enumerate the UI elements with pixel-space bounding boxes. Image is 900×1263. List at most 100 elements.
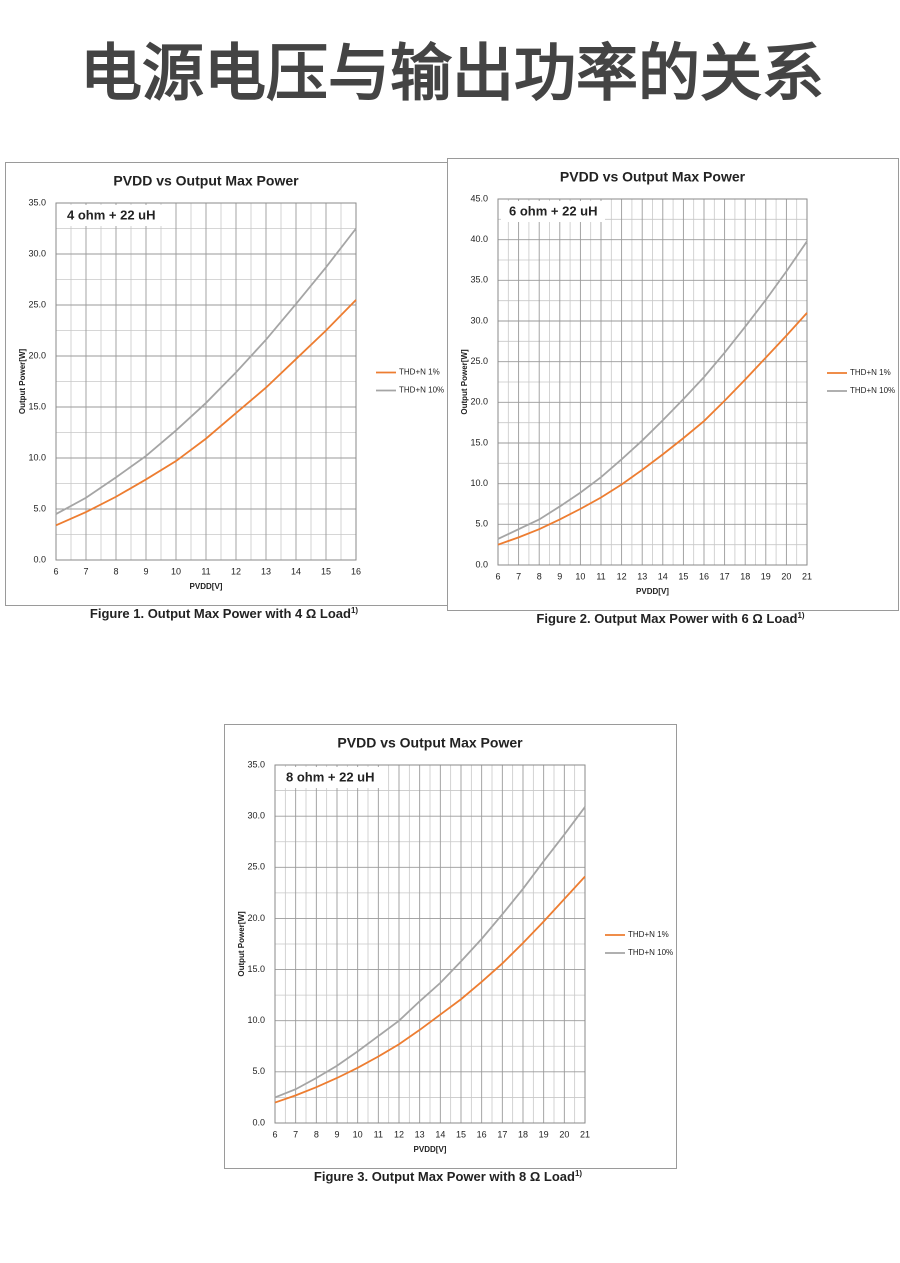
y-tick-label: 0.0	[252, 1117, 265, 1127]
x-axis-label: PVDD[V]	[636, 587, 669, 596]
y-tick-label: 30.0	[28, 248, 46, 258]
y-tick-label: 20.0	[470, 397, 488, 407]
plot-border	[497, 198, 808, 566]
annotation: 6 ohm + 22 uH	[509, 203, 598, 218]
page-title: 电源电压与输出功率的关系	[80, 39, 824, 108]
chart-title: PVDD vs Output Max Power	[560, 169, 746, 185]
series-line	[274, 875, 586, 1104]
x-tick-label: 17	[720, 571, 730, 581]
x-tick-label: 15	[321, 566, 331, 576]
x-tick-label: 10	[353, 1129, 363, 1139]
x-tick-label: 14	[658, 571, 668, 581]
y-tick-label: 25.0	[28, 299, 46, 309]
series-line	[55, 299, 357, 527]
x-tick-label: 9	[143, 566, 148, 576]
x-tick-label: 13	[415, 1129, 425, 1139]
x-tick-label: 9	[557, 571, 562, 581]
x-tick-label: 12	[394, 1129, 404, 1139]
annotation-box	[59, 205, 163, 226]
x-tick-label: 16	[477, 1129, 487, 1139]
y-tick-label: 15.0	[247, 964, 265, 974]
x-tick-label: 15	[678, 571, 688, 581]
annotation: 8 ohm + 22 uH	[286, 769, 375, 784]
x-tick-label: 13	[637, 571, 647, 581]
x-tick-label: 12	[231, 566, 241, 576]
series-line	[497, 240, 808, 540]
y-tick-label: 5.0	[475, 519, 488, 529]
series-line	[274, 806, 586, 1099]
annotation-box	[278, 767, 382, 788]
y-tick-label: 35.0	[470, 275, 488, 285]
figure-caption: Figure 1. Output Max Power with 4 Ω Load…	[90, 606, 359, 621]
legend-label: THD+N 10%	[399, 386, 444, 395]
x-tick-label: 16	[351, 566, 361, 576]
x-tick-label: 9	[334, 1129, 339, 1139]
y-tick-label: 35.0	[247, 759, 265, 769]
y-tick-label: 10.0	[470, 478, 488, 488]
chart-title: PVDD vs Output Max Power	[113, 173, 299, 189]
x-tick-label: 7	[83, 566, 88, 576]
x-tick-label: 7	[516, 571, 521, 581]
caption-text: Figure 3. Output Max Power with 8 Ω Load	[314, 1169, 575, 1184]
x-tick-label: 14	[291, 566, 301, 576]
legend-label: THD+N 10%	[850, 386, 895, 395]
figure-caption: Figure 3. Output Max Power with 8 Ω Load…	[314, 1169, 583, 1184]
series-line	[497, 312, 808, 546]
x-tick-label: 15	[456, 1129, 466, 1139]
x-tick-label: 12	[617, 571, 627, 581]
x-tick-label: 19	[539, 1129, 549, 1139]
plot-border	[55, 202, 357, 561]
x-axis-label: PVDD[V]	[190, 582, 223, 591]
x-tick-label: 13	[261, 566, 271, 576]
x-tick-label: 18	[518, 1129, 528, 1139]
x-tick-label: 11	[201, 566, 210, 576]
legend-label: THD+N 1%	[850, 368, 891, 377]
y-tick-label: 5.0	[33, 503, 46, 513]
x-tick-label: 8	[314, 1129, 319, 1139]
caption-note: 1)	[351, 606, 358, 615]
x-tick-label: 6	[495, 571, 500, 581]
chart-title: PVDD vs Output Max Power	[337, 735, 523, 751]
x-tick-label: 20	[781, 571, 791, 581]
x-tick-label: 16	[699, 571, 709, 581]
figure-caption: Figure 2. Output Max Power with 6 Ω Load…	[536, 611, 805, 626]
x-tick-label: 21	[580, 1129, 590, 1139]
x-tick-label: 20	[559, 1129, 569, 1139]
y-axis-label: Output Power[W]	[237, 911, 246, 977]
annotation-box	[501, 201, 605, 222]
y-tick-label: 10.0	[28, 452, 46, 462]
y-tick-label: 0.0	[475, 559, 488, 569]
x-tick-label: 8	[113, 566, 118, 576]
y-tick-label: 25.0	[470, 356, 488, 366]
x-tick-label: 17	[497, 1129, 507, 1139]
y-tick-label: 5.0	[252, 1066, 265, 1076]
y-tick-label: 30.0	[470, 315, 488, 325]
x-tick-label: 6	[53, 566, 58, 576]
x-axis-label: PVDD[V]	[414, 1145, 447, 1154]
y-tick-label: 45.0	[470, 193, 488, 203]
caption-note: 1)	[797, 611, 804, 620]
x-tick-label: 10	[171, 566, 181, 576]
caption-text: Figure 1. Output Max Power with 4 Ω Load	[90, 606, 351, 621]
x-tick-label: 10	[575, 571, 585, 581]
y-tick-label: 40.0	[470, 234, 488, 244]
x-tick-label: 6	[272, 1129, 277, 1139]
x-tick-label: 19	[761, 571, 771, 581]
x-tick-label: 11	[374, 1129, 383, 1139]
x-tick-label: 21	[802, 571, 812, 581]
y-axis-label: Output Power[W]	[460, 349, 469, 415]
series-line	[55, 227, 357, 515]
y-tick-label: 15.0	[470, 437, 488, 447]
legend-label: THD+N 1%	[399, 368, 440, 377]
y-tick-label: 35.0	[28, 197, 46, 207]
y-axis-label: Output Power[W]	[18, 349, 27, 415]
legend-label: THD+N 10%	[628, 948, 673, 957]
annotation: 4 ohm + 22 uH	[67, 207, 156, 222]
caption-text: Figure 2. Output Max Power with 6 Ω Load	[536, 611, 797, 626]
plot-border	[274, 764, 586, 1124]
y-tick-label: 30.0	[247, 811, 265, 821]
y-tick-label: 25.0	[247, 862, 265, 872]
y-tick-label: 15.0	[28, 401, 46, 411]
y-tick-label: 0.0	[33, 554, 46, 564]
